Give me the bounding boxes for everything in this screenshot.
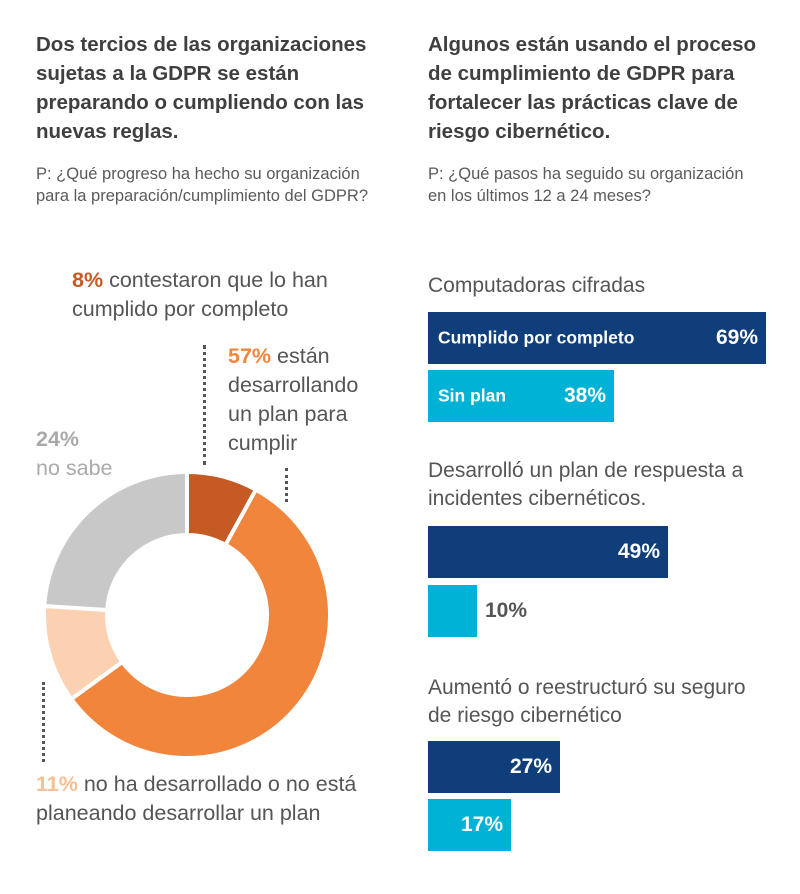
donut-label-unknown: 24% no sabe	[36, 425, 176, 483]
right-heading: Algunos están usando el proceso de cumpl…	[428, 33, 757, 143]
left-question: P: ¿Qué progreso ha hecho su organizació…	[36, 165, 368, 205]
donut-label-developing: 57% están desarrollando un plan para cum…	[228, 342, 388, 458]
donut-slice-developing	[68, 486, 332, 760]
bar-complete-encrypted: Cumplido por completo 69%	[428, 312, 766, 364]
bar-noplan-incident-plan: 10%	[428, 585, 527, 637]
bar-group-title-2: Desarrolló un plan de respuesta a incide…	[428, 459, 744, 510]
donut-text-noplan: no ha desarrollado o no está planeando d…	[36, 772, 357, 825]
bar-value-noplan-encrypted: 38%	[563, 384, 606, 407]
bar-noplan-encrypted: Sin plan 38%	[428, 370, 614, 422]
donut-chart	[42, 469, 332, 760]
donut-pct-noplan: 11%	[36, 772, 78, 796]
right-question: P: ¿Qué pasos ha seguido su organización…	[428, 165, 744, 205]
leader-line-complete	[203, 345, 206, 465]
bar-value-noplan-incident-plan: 10%	[485, 599, 528, 622]
bar-value-complete-insurance: 27%	[509, 755, 552, 778]
donut-pct-developing: 57%	[228, 344, 272, 368]
leader-line-developing	[285, 468, 288, 502]
donut-pct-unknown: 24%	[36, 427, 80, 451]
donut-slice-unknown	[42, 469, 189, 613]
bar-group-title-3: Aumentó o reestructuró su seguro de ries…	[428, 676, 746, 727]
donut-text-unknown: no sabe	[36, 456, 113, 480]
bar-complete-insurance: 27%	[428, 741, 560, 793]
bar-value-noplan-insurance: 17%	[460, 813, 503, 836]
donut-label-complete: 8% contestaron que lo han cumplido por c…	[72, 266, 382, 324]
bar-value-complete-encrypted: 69%	[715, 326, 758, 349]
bar-value-complete-incident-plan: 49%	[617, 540, 660, 563]
bar-series-label-noplan: Sin plan	[438, 385, 507, 406]
leader-line-noplan	[42, 682, 45, 762]
donut-text-complete: contestaron que lo han cumplido por comp…	[72, 268, 328, 321]
bar-complete-incident-plan: 49%	[428, 526, 668, 578]
bar-group-title-1: Computadoras cifradas	[428, 274, 646, 297]
left-heading: Dos tercios de las organizaciones sujeta…	[36, 33, 367, 143]
donut-text-developing: están desarrollando un plan para cumplir	[228, 344, 359, 455]
donut-label-noplan: 11% no ha desarrollado o no está planean…	[36, 770, 381, 828]
bar-series-label-complete: Cumplido por completo	[438, 327, 635, 348]
bar-noplan-insurance: 17%	[428, 799, 511, 851]
donut-pct-complete: 8%	[72, 268, 104, 292]
